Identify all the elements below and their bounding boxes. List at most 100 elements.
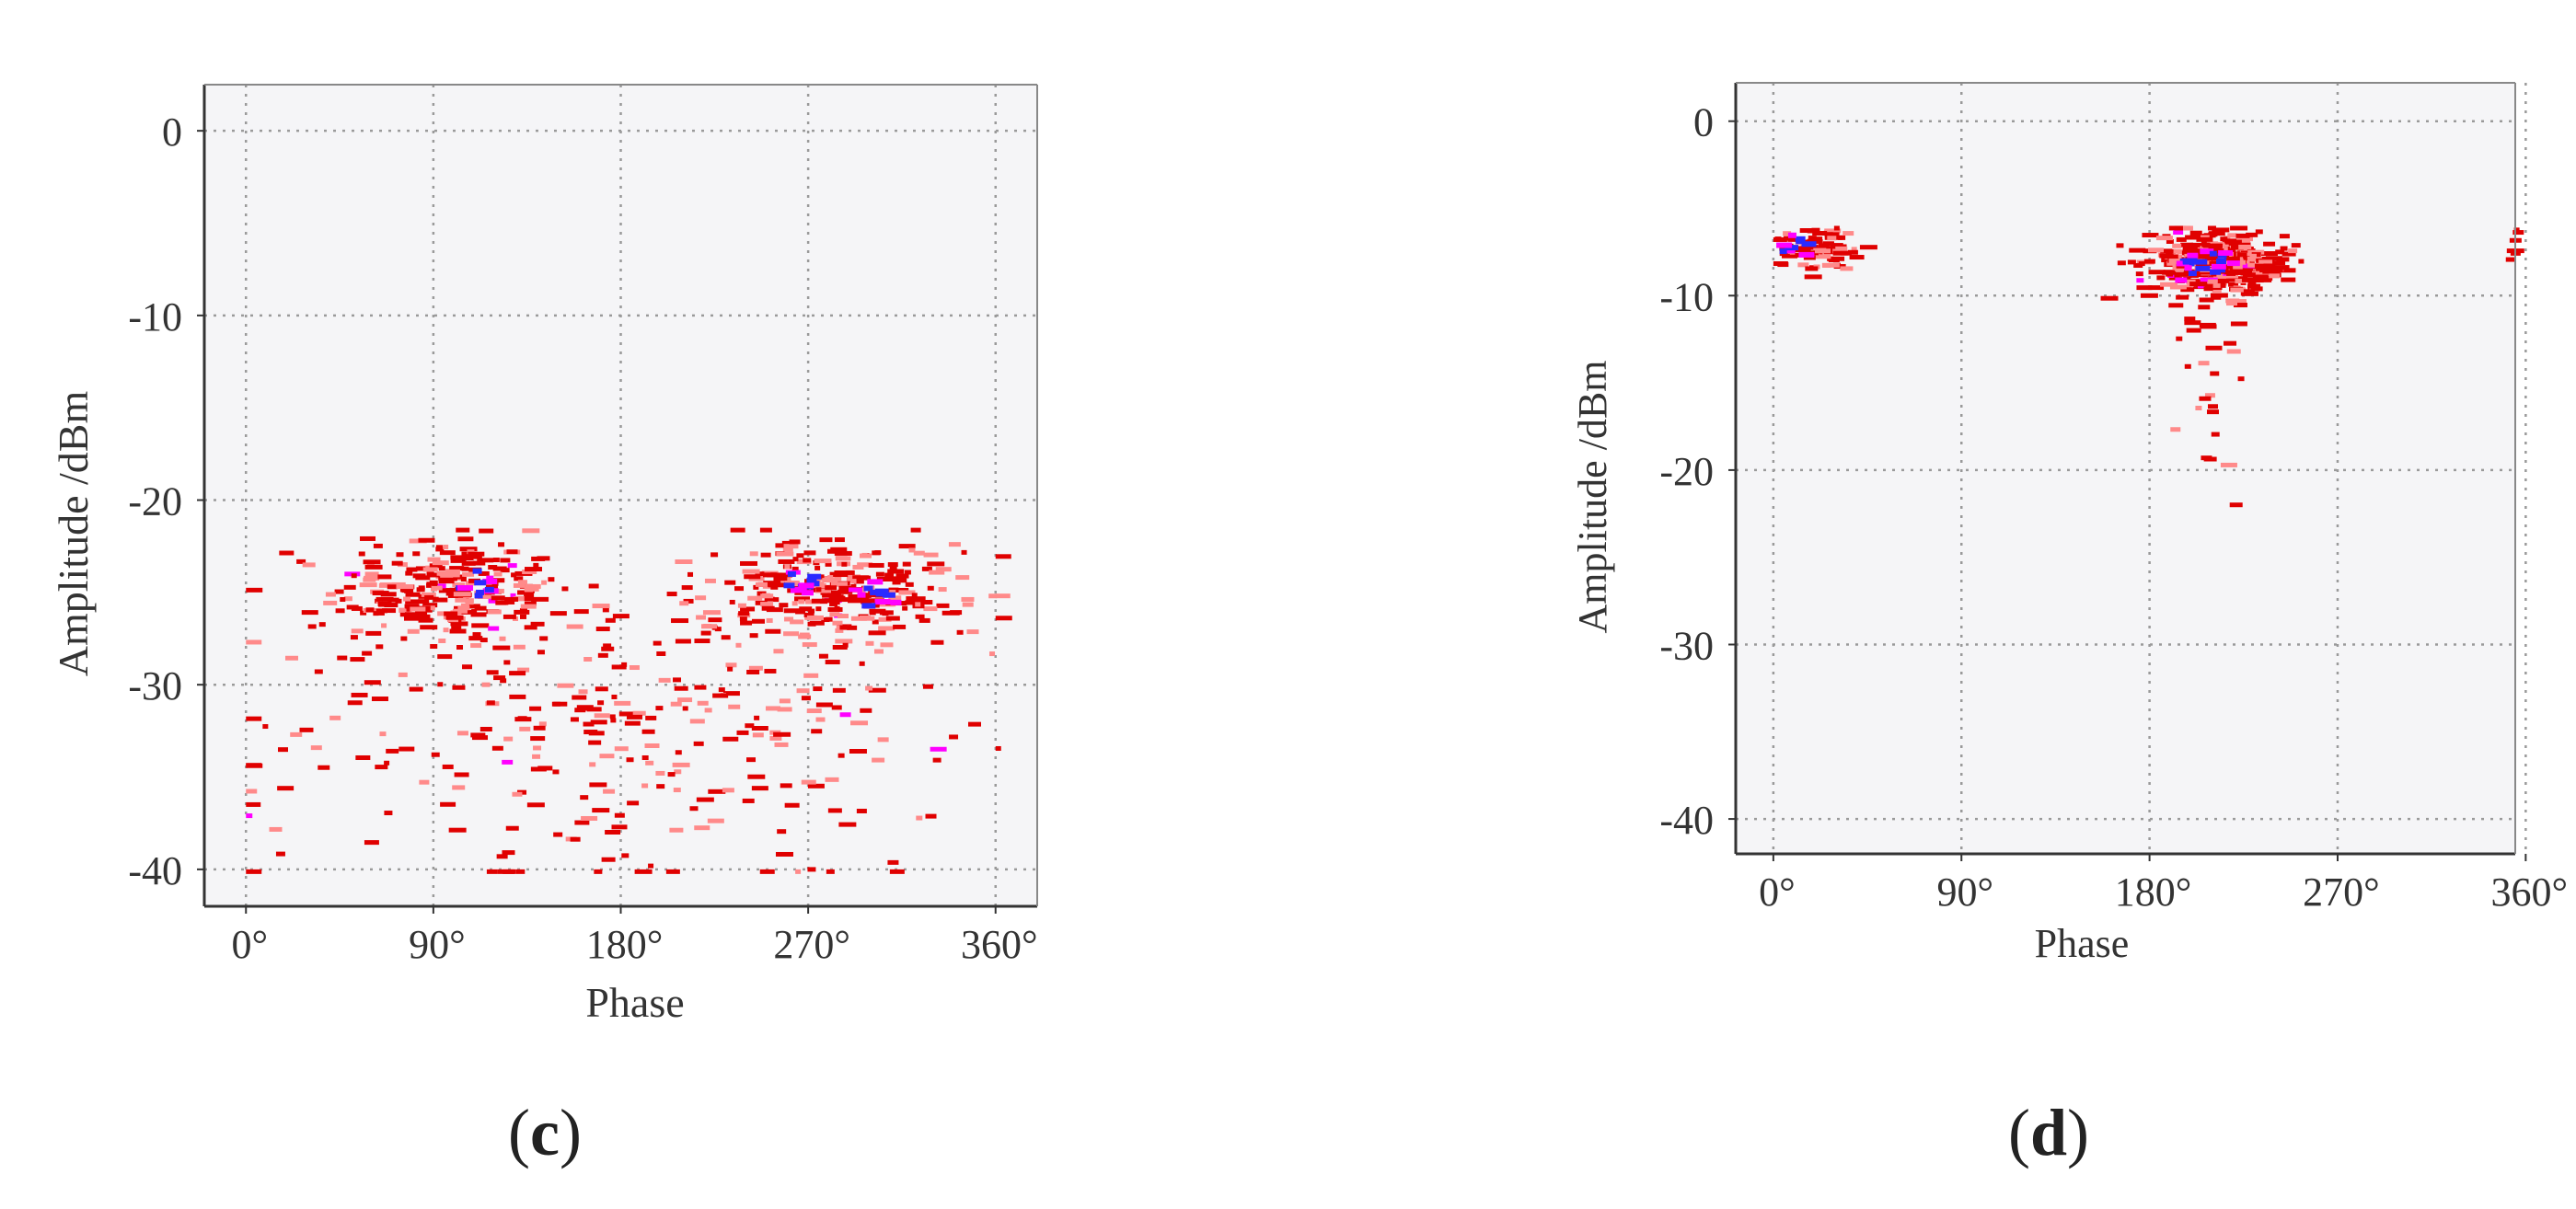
chart-c-point-784: [399, 746, 415, 752]
chart-c-point-226: [530, 621, 545, 627]
chart-c-point-282: [902, 561, 911, 567]
chart-c-hotspot-1-0: [801, 590, 814, 596]
chart-c-point-450: [792, 557, 799, 562]
chart-c-point-781: [626, 757, 634, 763]
chart-c-point-567: [601, 646, 615, 651]
chart-c-point-825: [859, 661, 865, 666]
chart-c-point-703: [764, 668, 777, 674]
chart-c-point-744: [696, 797, 714, 802]
chart-c-point-594: [815, 702, 833, 708]
chart-d-point-77: [1774, 236, 1782, 242]
chart-c-point-407: [803, 612, 814, 617]
chart-c-point-762: [775, 851, 793, 857]
chart-d-point-292: [2192, 252, 2207, 258]
chart-c-point-247: [520, 604, 537, 609]
chart-c-point-804: [609, 714, 616, 720]
chart-c-point-5: [531, 596, 549, 602]
caption-c: (c): [508, 1095, 582, 1171]
chart-c-point-445: [830, 581, 848, 587]
chart-c-point-785: [796, 688, 810, 694]
chart-c-point-486: [744, 574, 761, 580]
chart-d-xtick-label-3: 270°: [2303, 869, 2380, 915]
chart-c-point-565: [675, 639, 691, 644]
chart-c-point-538: [747, 595, 763, 601]
chart-c-point-139: [468, 551, 485, 557]
chart-c-point-235: [373, 543, 383, 548]
chart-d-point-198: [2298, 259, 2305, 264]
chart-d-point-193: [2275, 249, 2285, 255]
chart-c-point-837: [588, 740, 602, 745]
chart-c-point-413: [821, 617, 830, 623]
chart-c-point-80: [443, 588, 454, 593]
chart-c-point-473: [783, 608, 800, 614]
chart-c-point-596: [246, 801, 261, 807]
chart-d-point-279: [2205, 282, 2213, 287]
chart-c-ytick-label-2: -20: [128, 479, 182, 524]
chart-d-point-343: [2199, 297, 2214, 303]
chart-c-point-818: [930, 746, 947, 752]
chart-c-point-652: [603, 789, 616, 794]
chart-c-point-406: [737, 603, 746, 608]
chart-c-point-224: [431, 585, 443, 591]
chart-c-point-553: [537, 650, 545, 655]
chart-c-point-796: [712, 693, 729, 698]
chart-c-point-783: [410, 606, 426, 612]
chart-c-point-556: [431, 752, 440, 757]
chart-c-point-552: [246, 639, 262, 645]
chart-d-point-112: [2228, 299, 2247, 305]
chart-d-point-500: [2173, 248, 2181, 254]
chart-c-point-590: [949, 734, 959, 740]
chart-c-hotspot-0-1: [474, 593, 483, 599]
chart-c-hotspot-1-1: [807, 573, 822, 580]
chart-c-point-562: [641, 754, 649, 760]
chart-c-point-103: [492, 566, 507, 571]
chart-d-point-280: [2230, 225, 2248, 231]
chart-c-point-697: [842, 642, 849, 648]
chart-c-point-618: [725, 662, 737, 668]
chart-c-point-699: [384, 760, 390, 766]
chart-c-point-534: [776, 551, 794, 557]
chart-c-point-834: [246, 587, 263, 593]
chart-d-point-288: [2236, 252, 2253, 258]
chart-c-point-588: [262, 724, 269, 730]
chart-c-point-680: [597, 700, 605, 706]
chart-c-point-803: [530, 736, 546, 742]
chart-c-point-612: [765, 706, 780, 711]
chart-c-point-738: [681, 585, 693, 591]
chart-c-point-411: [865, 640, 874, 646]
chart-c-point-546: [807, 621, 816, 627]
chart-c-plot-area: [204, 85, 1037, 906]
chart-c-point-558: [586, 707, 602, 712]
chart-d-point-201: [2231, 276, 2248, 282]
chart-d-point-271: [2247, 283, 2261, 289]
chart-c-point-696: [689, 719, 705, 724]
chart-d-point-496: [2203, 456, 2217, 462]
chart-d-point-452: [2207, 279, 2218, 284]
chart-c-point-710: [570, 717, 579, 722]
chart-c-point-572: [614, 700, 631, 706]
chart-c-point-256: [395, 598, 402, 604]
chart-c-point-578: [618, 711, 635, 717]
chart-c-point-118: [377, 574, 392, 580]
chart-c-point-329: [860, 616, 875, 621]
chart-d-point-509: [2512, 230, 2524, 236]
chart-c-point-706: [533, 745, 542, 751]
chart-d-point-104: [2148, 270, 2166, 275]
chart-c-point-202: [460, 577, 467, 582]
chart-d-point-418: [2138, 261, 2145, 267]
chart-d-point-445: [2249, 253, 2257, 259]
chart-d-point-387: [2196, 236, 2213, 242]
chart-d-point-316: [2166, 260, 2177, 266]
chart-d-hotspot-1-4: [2209, 269, 2221, 275]
chart-d-point-486: [2206, 409, 2219, 415]
chart-c-point-694: [531, 556, 546, 561]
chart-d-hotspot-1-8: [2216, 258, 2227, 264]
chart-d-point-413: [2184, 269, 2191, 274]
chart-c-point-179: [424, 594, 434, 600]
chart-d-hotspot-2-7: [1801, 241, 1817, 248]
chart-c-point-639: [553, 832, 563, 837]
chart-c-point-599: [355, 754, 371, 760]
chart-c-point-810: [626, 714, 642, 720]
chart-d-point-480: [2184, 320, 2201, 326]
chart-d-point-89: [1785, 248, 1796, 254]
